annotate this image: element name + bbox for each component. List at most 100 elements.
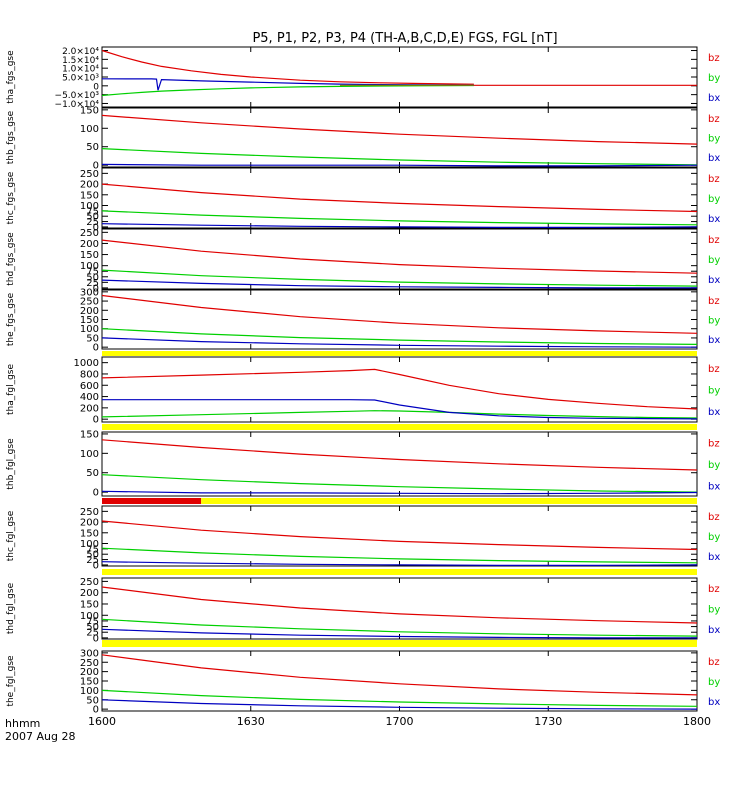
legend-label-bx: bx xyxy=(708,481,720,492)
series-line-bx xyxy=(101,561,698,567)
legend-label-by: by xyxy=(708,605,720,616)
legend-label-bz: bz xyxy=(708,174,720,185)
y-tick-label: 200 xyxy=(80,180,99,191)
status-bar-segment xyxy=(102,424,697,430)
series-line-by xyxy=(101,474,698,493)
y-tick-label: 800 xyxy=(80,369,99,380)
series-line-bz xyxy=(101,586,698,624)
legend-label-bx: bx xyxy=(708,93,720,104)
series-line-by xyxy=(101,618,698,637)
legend-label-bx: bx xyxy=(708,214,720,225)
legend-label-by: by xyxy=(708,255,720,266)
series-line-by xyxy=(101,84,474,97)
series-line-bx xyxy=(101,279,697,289)
chart-title: P5, P1, P2, P3, P4 (TH-A,B,C,D,E) FGS, F… xyxy=(252,31,557,46)
legend-label-bx: bx xyxy=(708,153,720,164)
y-tick-label: 250 xyxy=(80,577,99,588)
legend-label-bz: bz xyxy=(708,439,720,450)
y-tick-label: 25 xyxy=(86,628,99,639)
y-tick-label: 200 xyxy=(80,403,99,414)
x-tick-label: 1630 xyxy=(237,715,265,728)
panel-frame xyxy=(101,107,698,168)
legend-label-by: by xyxy=(708,73,720,84)
y-tick-label: 400 xyxy=(80,392,99,403)
legend-label-bz: bz xyxy=(708,512,720,523)
x-axis-label: hhmm xyxy=(5,717,40,730)
y-tick-label: 75 xyxy=(86,267,99,278)
panels-group: −1.0×10⁴−5.0×10³05.0×10³1.0×10⁴1.5×10⁴2.… xyxy=(6,46,720,728)
y-tick-label: 25 xyxy=(86,278,99,289)
series-line-by xyxy=(101,328,698,345)
y-tick-label: 25 xyxy=(86,555,99,566)
y-tick-label: 200 xyxy=(80,518,99,529)
legend-label-bz: bz xyxy=(708,584,720,595)
series-line-bz xyxy=(101,439,698,471)
legend-label-bz: bz xyxy=(708,235,720,246)
series-line-bx xyxy=(101,163,698,167)
y-tick-label: 150 xyxy=(80,528,99,539)
y-tick-label: 300 xyxy=(80,287,99,298)
series-line-bz xyxy=(101,114,698,145)
legend-label-bx: bx xyxy=(708,697,720,708)
y-tick-label: −1.0×10⁴ xyxy=(55,100,100,110)
y-tick-label: 150 xyxy=(80,315,99,326)
legend-label-bz: bz xyxy=(708,657,720,668)
y-tick-label: 100 xyxy=(80,539,99,550)
panel-frame xyxy=(101,356,698,423)
panel-frame xyxy=(101,577,698,640)
y-tick-label: 100 xyxy=(80,686,99,697)
panel-frame xyxy=(101,228,698,290)
y-tick-label: 2.0×10⁴ xyxy=(62,47,99,57)
series-line-bx xyxy=(101,628,697,639)
y-axis-label: thd_fgs_gse xyxy=(6,232,16,286)
y-tick-label: 1.5×10⁴ xyxy=(62,56,99,66)
y-tick-label: 150 xyxy=(80,429,99,440)
y-tick-label: 0 xyxy=(93,560,99,571)
legend-label-bx: bx xyxy=(708,335,720,346)
y-tick-label: 250 xyxy=(80,297,99,308)
y-tick-label: 50 xyxy=(86,272,99,283)
legend-label-bx: bx xyxy=(708,275,720,286)
y-axis-label: tha_fgs_gse xyxy=(6,50,16,104)
y-tick-label: 75 xyxy=(86,206,99,217)
y-tick-label: 0 xyxy=(93,161,99,172)
panel-frame xyxy=(101,167,698,229)
legend-label-by: by xyxy=(708,460,720,471)
y-tick-label: 100 xyxy=(80,611,99,622)
y-tick-label: 0 xyxy=(93,705,99,716)
legend-label-bx: bx xyxy=(708,407,720,418)
x-tick-label: 1800 xyxy=(683,715,711,728)
y-tick-label: 150 xyxy=(80,250,99,261)
y-tick-label: 100 xyxy=(80,324,99,335)
legend-label-bz: bz xyxy=(708,53,720,64)
legend-label-bx: bx xyxy=(708,552,720,563)
legend-label-bz: bz xyxy=(708,364,720,375)
y-axis-label: thb_fgl_gse xyxy=(6,438,16,490)
series-line-bx xyxy=(101,337,698,348)
status-bar-segment xyxy=(102,569,697,575)
y-tick-label: 50 xyxy=(86,212,99,223)
x-axis-date: 2007 Aug 28 xyxy=(5,730,75,743)
y-tick-label: 75 xyxy=(86,544,99,555)
y-tick-label: 250 xyxy=(80,658,99,669)
y-tick-label: 50 xyxy=(86,333,99,344)
y-tick-label: 0 xyxy=(93,283,99,294)
y-tick-label: 25 xyxy=(86,217,99,228)
legend-label-bx: bx xyxy=(708,625,720,636)
series-line-bz xyxy=(101,368,698,410)
y-tick-label: 0 xyxy=(93,82,99,92)
y-tick-label: 200 xyxy=(80,306,99,317)
legend-label-by: by xyxy=(708,194,720,205)
y-tick-label: 0 xyxy=(93,633,99,644)
y-tick-label: −5.0×10³ xyxy=(55,91,100,101)
status-bar-segment xyxy=(102,640,697,647)
legend-label-by: by xyxy=(708,677,720,688)
y-tick-label: 250 xyxy=(80,228,99,239)
y-tick-label: 100 xyxy=(80,201,99,212)
y-tick-label: 50 xyxy=(86,695,99,706)
legend-label-by: by xyxy=(708,386,720,397)
y-tick-label: 200 xyxy=(80,239,99,250)
y-tick-label: 0 xyxy=(93,222,99,233)
y-tick-label: 0 xyxy=(93,343,99,354)
